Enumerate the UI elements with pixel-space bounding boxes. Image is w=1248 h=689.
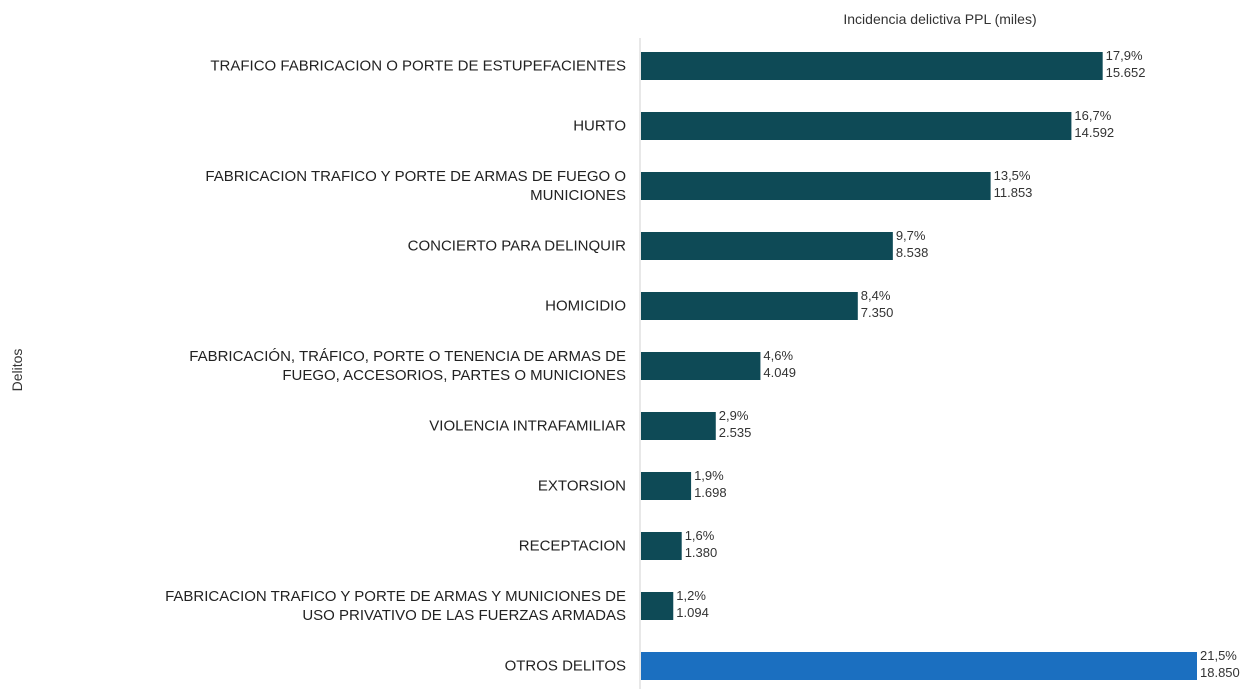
category-label: HOMICIDIO xyxy=(545,297,626,315)
category-label: CONCIERTO PARA DELINQUIR xyxy=(407,237,626,255)
bar xyxy=(641,652,1197,680)
bar xyxy=(641,172,991,200)
category-label: FABRICACION TRAFICO Y PORTE DE ARMAS DE … xyxy=(205,168,626,204)
value-label: 18.850 xyxy=(1200,665,1240,680)
value-label: 11.853 xyxy=(994,185,1033,200)
category-label: OTROS DELITOS xyxy=(504,657,626,675)
value-label: 15.652 xyxy=(1106,65,1146,80)
share-label: 2,9% xyxy=(719,408,749,423)
bar xyxy=(641,412,716,440)
bar xyxy=(641,532,682,560)
share-label: 1,6% xyxy=(685,528,715,543)
chart-title: Incidencia delictiva PPL (miles) xyxy=(843,11,1036,27)
value-label: 7.350 xyxy=(861,305,894,320)
share-label: 1,2% xyxy=(676,588,706,603)
value-label: 2.535 xyxy=(719,425,752,440)
category-label: HURTO xyxy=(573,117,626,135)
share-label: 1,9% xyxy=(694,468,724,483)
share-label: 17,9% xyxy=(1106,48,1143,63)
bar xyxy=(641,592,674,620)
value-label: 4.049 xyxy=(763,365,796,380)
share-label: 13,5% xyxy=(994,168,1031,183)
bar xyxy=(641,472,692,500)
category-label: RECEPTACION xyxy=(518,537,626,555)
share-label: 21,5% xyxy=(1200,648,1237,663)
value-label: 1.094 xyxy=(676,605,709,620)
category-label: FABRICACION TRAFICO Y PORTE DE ARMAS Y M… xyxy=(165,588,626,624)
value-label: 1.698 xyxy=(694,485,727,500)
value-label: 8.538 xyxy=(896,245,929,260)
bar xyxy=(641,232,893,260)
category-label: VIOLENCIA INTRAFAMILIAR xyxy=(429,417,626,435)
bar xyxy=(641,112,1072,140)
value-label: 14.592 xyxy=(1074,125,1114,140)
share-label: 16,7% xyxy=(1074,108,1111,123)
share-label: 8,4% xyxy=(861,288,891,303)
category-label: EXTORSION xyxy=(537,477,626,495)
bar xyxy=(641,352,761,380)
value-label: 1.380 xyxy=(685,545,718,560)
bar xyxy=(641,52,1103,80)
category-label: FABRICACIÓN, TRÁFICO, PORTE O TENENCIA D… xyxy=(189,348,626,384)
share-label: 9,7% xyxy=(896,228,926,243)
y-axis-label: Delitos xyxy=(9,349,25,392)
category-label: TRAFICO FABRICACION O PORTE DE ESTUPEFAC… xyxy=(210,57,626,75)
share-label: 4,6% xyxy=(763,348,793,363)
bar xyxy=(641,292,858,320)
